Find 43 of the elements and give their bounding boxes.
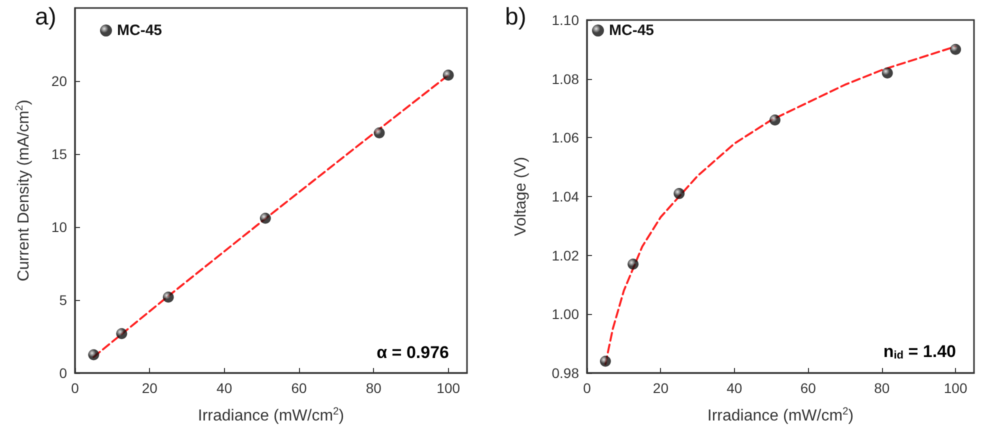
y-tick-label: 0.98 — [552, 365, 580, 381]
y-tick-label: 1.00 — [552, 306, 580, 322]
point — [116, 328, 128, 340]
y-tick-label: 20 — [51, 73, 68, 89]
x-tick-label: 100 — [944, 380, 968, 396]
point — [769, 114, 780, 126]
y-tick-label: 1.06 — [552, 130, 580, 146]
chart-title: b) — [505, 4, 526, 30]
x-tick-label: 20 — [142, 380, 158, 396]
y-tick-label: 5 — [59, 292, 68, 308]
point — [442, 70, 454, 81]
x-tick-label: 20 — [652, 380, 669, 396]
point — [628, 258, 639, 270]
y-tick-label: 15 — [51, 146, 68, 162]
point — [882, 67, 893, 78]
y-tick-label: 1.08 — [552, 70, 580, 87]
legend-label: MC-45 — [117, 22, 162, 39]
x-tick-label: 80 — [874, 380, 890, 396]
annotation: α = 0.976 — [376, 343, 450, 362]
point — [260, 212, 271, 224]
chart-title: a) — [35, 4, 56, 30]
point — [162, 292, 174, 303]
y-axis-title: Voltage (V) — [512, 156, 530, 236]
x-tick-label: 0 — [583, 380, 592, 396]
x-tick-label: 60 — [291, 380, 307, 396]
point — [674, 188, 685, 200]
x-tick-label: 80 — [366, 380, 382, 396]
x-tick-label: 40 — [216, 380, 232, 396]
x-tick-label: 60 — [800, 380, 816, 396]
point — [88, 349, 100, 360]
y-tick-label: 0 — [59, 365, 68, 381]
y-tick-label: 1.02 — [552, 247, 580, 264]
y-tick-label: 1.10 — [552, 12, 580, 28]
x-tick-label: 40 — [726, 380, 742, 396]
y-axis-title: Current Density (mA/cm2) — [14, 100, 32, 282]
point — [950, 44, 962, 55]
y-tick-label: 1.04 — [552, 188, 580, 204]
point — [600, 356, 611, 367]
y-tick-label: 10 — [51, 219, 68, 235]
x-tick-label: 0 — [71, 380, 80, 396]
point — [374, 127, 385, 138]
legend-label: MC-45 — [609, 22, 654, 39]
x-tick-label: 100 — [436, 380, 460, 396]
